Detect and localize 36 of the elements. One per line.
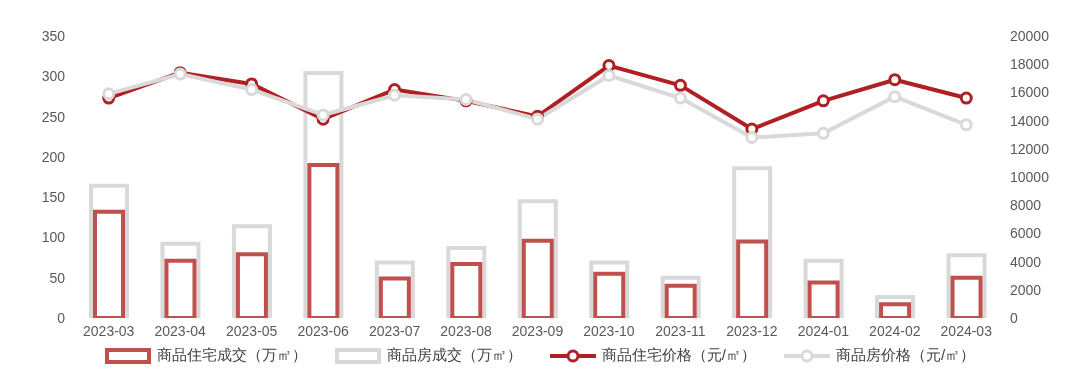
- y2-tick-label: 8000: [1010, 197, 1042, 214]
- x-tick-label: 2023-06: [297, 322, 350, 339]
- y-tick-label: 350: [41, 27, 66, 44]
- y-tick-label: 0: [57, 309, 66, 326]
- y-tick-label: 100: [41, 229, 66, 246]
- y-tick-label: 250: [41, 108, 66, 125]
- x-tick-label: 2023-05: [225, 322, 278, 339]
- y2-tick-label: 0: [1010, 309, 1018, 326]
- x-tick-label: 2023-08: [440, 322, 492, 339]
- x-tick-label: 2023-09: [511, 322, 564, 339]
- y2-tick-label: 6000: [1010, 225, 1042, 242]
- legend-label: 商品住宅价格（元/㎡）: [601, 346, 756, 365]
- x-tick-label: 2024-02: [869, 322, 921, 339]
- x-tick-label: 2024-03: [940, 322, 993, 339]
- legend-label: 商品住宅成交（万㎡）: [156, 346, 307, 365]
- y2-tick-label: 10000: [1010, 168, 1050, 185]
- legend-label: 商品房成交（万㎡）: [386, 346, 522, 365]
- y-tick-label: 200: [41, 148, 66, 165]
- y-tick-label: 300: [41, 68, 66, 85]
- x-tick-label: 2023-11: [655, 322, 706, 339]
- y2-tick-label: 12000: [1010, 140, 1050, 157]
- x-tick-label: 2023-10: [583, 322, 635, 339]
- x-tick-label: 2023-12: [726, 322, 778, 339]
- y2-tick-label: 14000: [1010, 112, 1050, 129]
- x-tick-label: 2023-03: [83, 322, 135, 339]
- y2-tick-label: 16000: [1010, 84, 1050, 101]
- y-tick-label: 150: [41, 189, 66, 206]
- y2-tick-label: 18000: [1010, 56, 1050, 73]
- x-tick-label: 2023-07: [368, 322, 421, 339]
- y2-tick-label: 4000: [1010, 253, 1042, 270]
- x-tick-label: 2023-04: [154, 322, 207, 339]
- legend-label: 商品房价格（元/㎡）: [836, 346, 976, 365]
- y-tick-label: 50: [49, 269, 66, 286]
- y2-tick-label: 2000: [1010, 281, 1042, 298]
- y2-tick-label: 20000: [1010, 27, 1050, 44]
- x-tick-label: 2024-01: [797, 322, 850, 339]
